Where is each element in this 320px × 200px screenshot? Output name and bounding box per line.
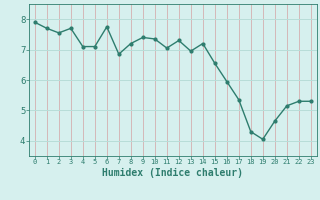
X-axis label: Humidex (Indice chaleur): Humidex (Indice chaleur): [102, 168, 243, 178]
